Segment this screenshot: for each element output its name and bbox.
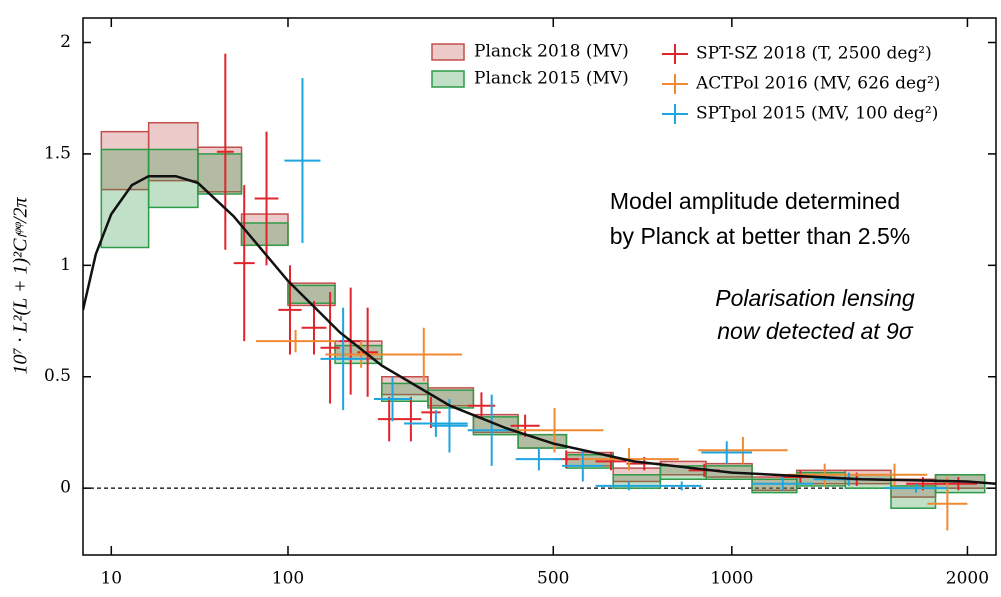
- box: [612, 474, 662, 489]
- box: [890, 485, 937, 509]
- y-tick-label: 2: [60, 32, 71, 52]
- plot-frame: [82, 17, 997, 556]
- annotation: Polarisation lensing: [715, 285, 915, 311]
- box: [751, 478, 798, 494]
- legend-label: Planck 2015 (MV): [474, 69, 629, 89]
- box: [197, 153, 243, 195]
- x-tick-label: 10: [100, 569, 122, 589]
- y-tick-label: 1.5: [44, 143, 71, 163]
- legend-label: Planck 2018 (MV): [474, 42, 629, 62]
- y-axis-label: 10⁷ · L²(L + 1)²Cₗᵠᵠ/2π: [10, 196, 32, 374]
- legend-label: SPTpol 2015 (MV, 100 deg²): [696, 104, 938, 124]
- legend-label: ACTPol 2016 (MV, 626 deg²): [695, 74, 940, 94]
- x-tick-label: 1000: [710, 569, 753, 589]
- x-tick-label: 2000: [946, 569, 989, 589]
- legend-label: SPT-SZ 2018 (T, 2500 deg²): [696, 44, 932, 64]
- y-tick-label: 1: [60, 255, 71, 275]
- annotation: now detected at 9σ: [717, 318, 914, 344]
- legend-swatch: [431, 43, 465, 61]
- x-tick-label: 100: [272, 569, 304, 589]
- box: [147, 148, 199, 209]
- y-tick-label: 0: [60, 478, 71, 498]
- model-curve: [83, 174, 996, 485]
- box: [844, 474, 892, 489]
- x-tick-label: 500: [537, 569, 569, 589]
- box: [427, 389, 475, 409]
- annotation: by Planck at better than 2.5%: [610, 223, 910, 249]
- legend-swatch: [431, 70, 465, 88]
- plot-area: [83, 53, 996, 531]
- annotation: Model amplitude determined: [610, 188, 900, 214]
- y-tick-label: 0.5: [44, 366, 71, 386]
- box: [100, 148, 150, 249]
- box: [147, 121, 199, 182]
